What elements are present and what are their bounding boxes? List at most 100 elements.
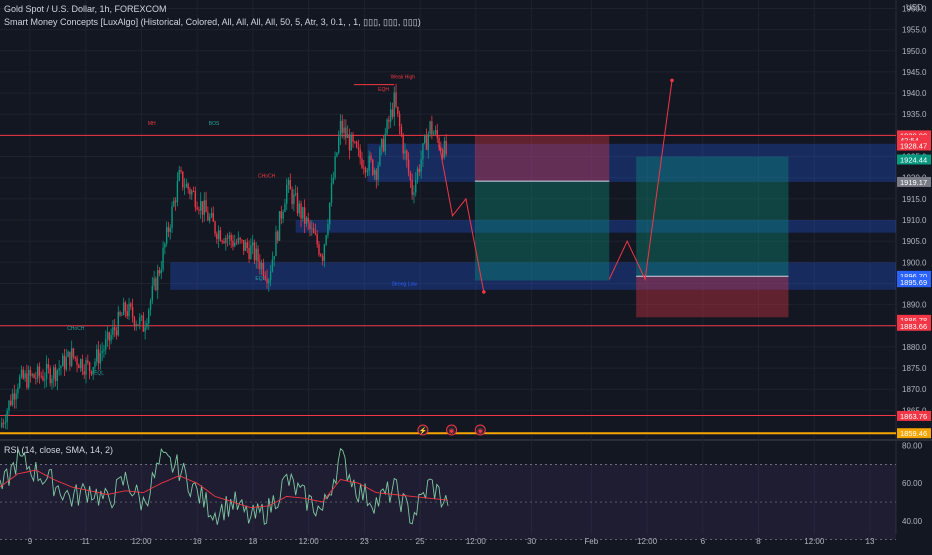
- x-tick-label: 11: [82, 537, 91, 546]
- candle-body: [377, 165, 379, 180]
- candle-body: [382, 138, 385, 152]
- candle-body: [298, 203, 300, 214]
- candle-body: [217, 230, 220, 240]
- candle-body: [268, 280, 270, 283]
- candle-body: [130, 303, 132, 307]
- smc-label: CHoCH: [67, 326, 85, 332]
- candle-body: [350, 134, 352, 151]
- price-tag: [897, 314, 931, 325]
- x-tick-label: 13: [866, 537, 875, 546]
- x-tick-label: 23: [360, 537, 369, 546]
- event-marker-glyph: ◉: [449, 428, 455, 435]
- x-tick-label: 30: [527, 537, 536, 546]
- rsi-title: RSI (14, close, SMA, 14, 2): [4, 445, 114, 455]
- candle-body: [321, 255, 324, 261]
- candle-body: [173, 200, 175, 207]
- candle-body: [201, 201, 204, 215]
- candle-body: [391, 109, 394, 117]
- candle-body: [431, 121, 433, 135]
- candle-body: [78, 364, 80, 369]
- candle-body: [153, 278, 155, 286]
- candle-body: [287, 180, 290, 185]
- candle-body: [348, 134, 351, 151]
- candle-body: [33, 374, 35, 379]
- candle-body: [339, 120, 342, 137]
- candle-body: [232, 240, 234, 247]
- y-tick-label: 1935.0: [902, 110, 927, 119]
- x-tick-label: 25: [416, 537, 425, 546]
- candle-body: [226, 237, 229, 239]
- candle-body: [366, 170, 369, 173]
- y-tick-label: 1915.0: [902, 195, 927, 204]
- price-tag-label: 1863.76: [900, 412, 927, 421]
- candle-body: [243, 239, 245, 251]
- projection-arrowhead: [670, 78, 674, 83]
- candle-body: [11, 393, 14, 405]
- candle-body: [418, 168, 421, 172]
- y-tick-label: 1910.0: [902, 216, 927, 225]
- candle-body: [314, 232, 317, 235]
- candle-body: [192, 191, 195, 192]
- candle-body: [257, 248, 259, 262]
- x-tick-label: 12:00: [299, 537, 320, 546]
- candle-body: [266, 278, 268, 283]
- candle-body: [357, 147, 360, 150]
- smc-label: Strong Low: [392, 282, 418, 288]
- candle-body: [6, 410, 8, 423]
- candle-body: [126, 311, 128, 317]
- candle-body: [372, 159, 374, 175]
- y-tick-label: 1955.0: [902, 26, 927, 35]
- candle-body: [296, 193, 299, 214]
- candle-body: [271, 259, 274, 272]
- candle-body: [128, 303, 130, 317]
- price-tag: [897, 428, 931, 439]
- candle-body: [94, 361, 96, 368]
- candle-body: [108, 332, 111, 341]
- price-tag-label: 1928.47: [900, 142, 927, 151]
- y-tick-label: 1940.0: [902, 89, 927, 98]
- candle-body: [343, 127, 345, 133]
- candle-body: [384, 133, 386, 152]
- candle-body: [416, 168, 419, 180]
- candle-body: [76, 358, 78, 365]
- candle-body: [289, 180, 292, 190]
- candle-body: [223, 241, 225, 244]
- candle-body: [19, 376, 21, 388]
- event-marker-glyph: ◉: [477, 428, 483, 435]
- event-marker-glyph: ⚡: [419, 426, 428, 435]
- candle-body: [237, 237, 240, 243]
- candle-body: [443, 140, 446, 158]
- candle-body: [264, 276, 266, 279]
- candle-body: [53, 367, 55, 379]
- candle-body: [198, 209, 200, 211]
- candle-body: [40, 375, 42, 377]
- candle-body: [337, 136, 340, 153]
- candle-body: [8, 400, 10, 411]
- candle-body: [269, 271, 272, 281]
- candle-body: [17, 387, 19, 394]
- candle-body: [214, 221, 216, 234]
- x-tick-label: 9: [28, 537, 33, 546]
- candle-body: [434, 130, 437, 134]
- candle-body: [72, 348, 75, 357]
- candle-body: [208, 216, 211, 221]
- price-tag: [897, 410, 931, 421]
- candle-body: [105, 339, 107, 350]
- candle-body: [309, 222, 311, 229]
- event-marker-icon: [417, 424, 429, 436]
- candle-body: [341, 120, 343, 133]
- candle-body: [284, 203, 286, 212]
- price-tag-label: 1886.78: [900, 316, 927, 325]
- candle-body: [212, 213, 214, 222]
- candle-body: [427, 133, 429, 150]
- candle-body: [87, 360, 89, 363]
- x-tick-label: 12:00: [804, 537, 825, 546]
- candle-body: [162, 247, 164, 270]
- candle-body: [336, 152, 338, 157]
- candle-body: [248, 247, 250, 259]
- candle-body: [219, 230, 222, 241]
- candle-body: [286, 184, 288, 204]
- candle-body: [441, 149, 444, 158]
